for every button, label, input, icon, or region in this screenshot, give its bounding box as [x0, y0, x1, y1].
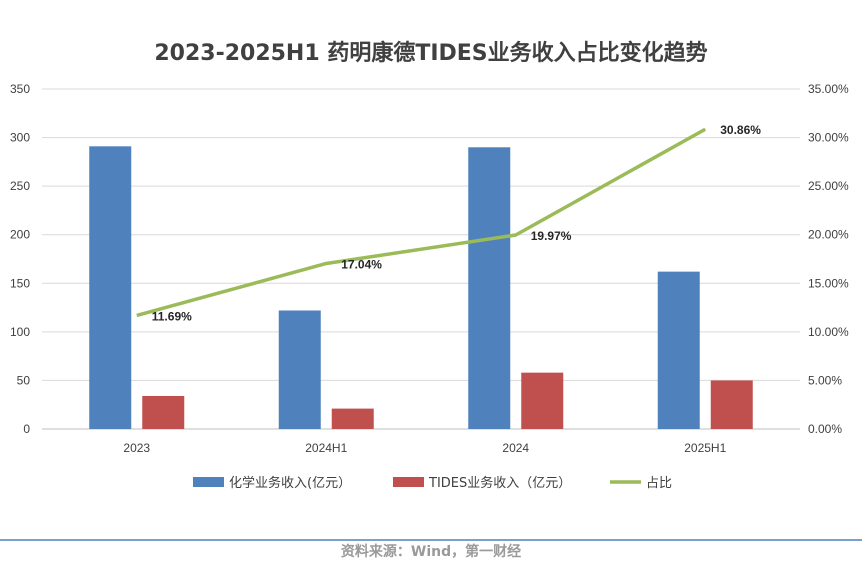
left-tick-label: 150 — [10, 276, 30, 290]
legend-swatch — [193, 477, 224, 487]
chemistry-revenue-bar — [657, 271, 700, 429]
gridlines — [42, 88, 800, 430]
chemistry-revenue-bar — [468, 147, 511, 430]
right-tick-label: 35.00% — [808, 82, 849, 96]
ratio-data-label: 19.97% — [531, 229, 572, 243]
legend-label: 化学业务收入(亿元） — [229, 475, 351, 491]
right-tick-label: 10.00% — [808, 325, 849, 339]
chart-title: 2023-2025H1 药明康德TIDES业务收入占比变化趋势 — [154, 40, 707, 66]
ratio-line-path — [136, 127, 707, 318]
category-label: 2024 — [502, 441, 529, 455]
bars — [89, 146, 753, 430]
left-tick-label: 100 — [10, 325, 30, 339]
ratio-data-label: 11.69% — [152, 309, 192, 323]
tides-revenue-bar — [331, 408, 374, 429]
chemistry-revenue-bar — [278, 310, 321, 429]
category-label: 2023 — [123, 441, 150, 455]
legend-label: TIDES业务收入（亿元） — [428, 475, 571, 491]
legend-swatch — [393, 477, 424, 487]
right-tick-label: 5.00% — [808, 373, 842, 387]
tides-revenue-bar — [710, 380, 753, 429]
right-tick-label: 15.00% — [808, 276, 849, 290]
category-label: 2024H1 — [305, 441, 347, 455]
left-tick-label: 300 — [10, 131, 30, 145]
tides-revenue-bar — [142, 395, 185, 429]
right-tick-label: 20.00% — [808, 228, 849, 242]
ratio-data-label: 17.04% — [341, 257, 382, 271]
category-axis: 2023 2024H1 2024 2025H1 — [123, 441, 726, 455]
left-tick-label: 250 — [10, 179, 30, 193]
tides-revenue-bar — [521, 372, 564, 429]
right-tick-label: 25.00% — [808, 179, 849, 193]
right-axis: 0.00% 5.00% 10.00% 15.00% 20.00% 25.00% 30.00%… — [808, 82, 849, 436]
category-label: 2025H1 — [684, 441, 726, 455]
source-note: 资料来源：Wind，第一财经 — [341, 543, 521, 560]
right-tick-label: 0.00% — [808, 422, 842, 436]
left-tick-label: 200 — [10, 228, 30, 242]
right-tick-label: 30.00% — [808, 131, 849, 145]
left-tick-label: 350 — [10, 82, 30, 96]
legend-label: 占比 — [646, 476, 672, 491]
legend: 化学业务收入(亿元） TIDES业务收入（亿元） 占比 — [193, 475, 672, 491]
left-tick-label: 50 — [17, 373, 31, 387]
ratio-line: 11.69% 17.04% 19.97% 30.86% — [136, 123, 761, 323]
left-axis: 0 50 100 150 200 250 300 350 — [10, 82, 30, 436]
chemistry-revenue-bar — [89, 146, 132, 430]
ratio-data-label: 30.86% — [720, 123, 761, 137]
left-tick-label: 0 — [23, 422, 30, 436]
